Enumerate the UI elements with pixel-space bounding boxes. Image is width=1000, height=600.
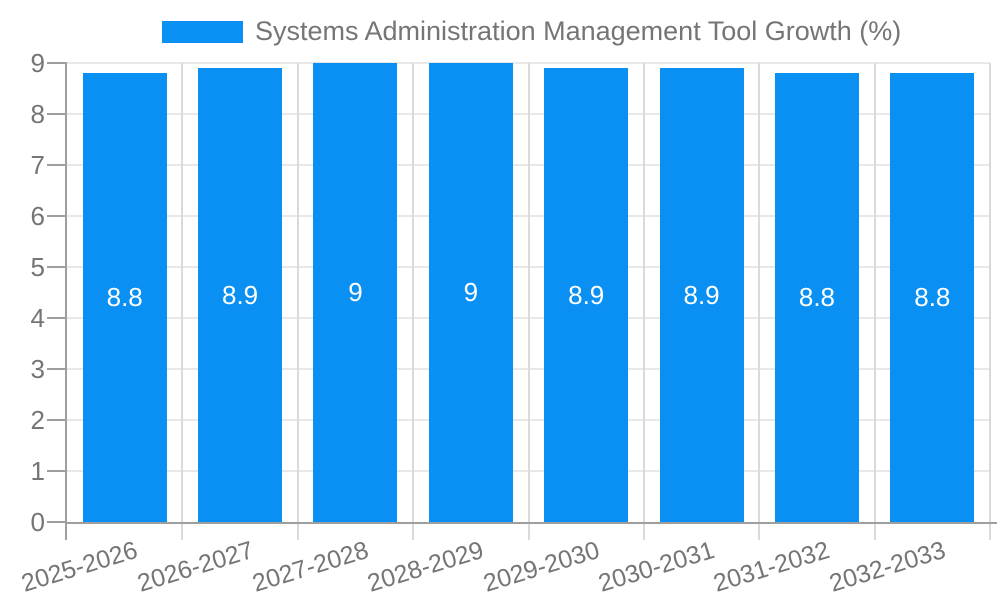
bar-value-label: 8.8 <box>106 282 143 313</box>
x-axis-tick-label: 2025-2026 <box>18 536 141 598</box>
bar: 8.8 <box>774 73 859 522</box>
y-axis-tick <box>47 368 67 370</box>
legend-color-swatch <box>162 20 243 43</box>
v-gridline <box>873 63 876 522</box>
v-gridline <box>412 63 415 522</box>
x-axis-tick-label: 2028-2029 <box>364 536 487 598</box>
bar-value-label: 9 <box>348 277 363 307</box>
bar-value-label: 8.9 <box>568 279 605 310</box>
x-axis-tick <box>758 524 761 540</box>
plot-area: 8.8 8.9 9 9 8.9 8.9 8.8 8.8 <box>67 62 991 522</box>
y-axis-tick <box>47 470 67 472</box>
y-axis-tick <box>47 62 67 64</box>
y-axis-tick-label: 5 <box>30 252 45 282</box>
y-axis-line <box>65 63 67 540</box>
bar-value-label: 9 <box>463 277 479 307</box>
bar: 8.9 <box>198 68 283 522</box>
x-axis-tick <box>873 524 876 540</box>
bar-value-label: 8.9 <box>221 279 259 310</box>
bar: 9 <box>428 63 513 522</box>
y-axis-tick-label: 4 <box>30 303 45 333</box>
y-axis-tick-label: 9 <box>30 48 45 78</box>
bar-value-label: 8.9 <box>683 279 720 310</box>
v-gridline <box>989 63 991 522</box>
v-gridline <box>527 63 530 522</box>
x-axis-tick <box>412 524 415 540</box>
x-axis-tick-label: 2026-2027 <box>133 536 257 598</box>
y-axis-tick <box>47 266 67 268</box>
x-axis-tick-label: 2032-2033 <box>825 536 949 598</box>
y-axis-tick <box>47 317 67 319</box>
x-axis-tick <box>642 524 645 540</box>
chart-legend: Systems Administration Management Tool G… <box>162 16 901 47</box>
v-gridline <box>758 63 761 522</box>
y-axis-tick <box>47 419 67 421</box>
bar: 9 <box>313 63 398 522</box>
bar: 8.8 <box>890 73 975 522</box>
y-axis-tick-label: 6 <box>30 201 45 231</box>
bar: 8.9 <box>544 68 629 522</box>
y-axis-tick <box>47 215 67 217</box>
v-gridline <box>181 63 184 522</box>
x-axis-tick-label: 2029-2030 <box>479 536 603 598</box>
x-axis-tick <box>181 524 184 540</box>
y-axis-tick-label: 8 <box>30 99 45 129</box>
bar: 8.9 <box>659 68 744 522</box>
x-axis-tick <box>527 524 530 540</box>
v-gridline <box>642 63 645 522</box>
y-axis-tick-label: 3 <box>30 354 45 384</box>
y-axis-tick <box>47 113 67 115</box>
legend-series-label: Systems Administration Management Tool G… <box>255 16 902 46</box>
bar-value-label: 8.8 <box>798 282 836 313</box>
y-axis-tick <box>47 164 67 166</box>
x-axis-tick-label: 2027-2028 <box>249 536 372 598</box>
x-axis-tick-label: 2031-2032 <box>710 536 834 598</box>
y-axis-tick-label: 2 <box>30 405 45 435</box>
y-axis-tick-label: 1 <box>30 456 45 486</box>
v-gridline <box>296 63 299 522</box>
x-axis-line <box>65 522 997 524</box>
x-axis-tick-label: 2030-2031 <box>595 536 718 598</box>
bar: 8.8 <box>82 73 167 522</box>
bar-value-label: 8.8 <box>914 282 951 313</box>
x-axis-tick <box>296 524 299 540</box>
x-axis-tick <box>989 524 991 540</box>
y-axis-tick-label: 0 <box>30 507 45 537</box>
y-axis-tick <box>47 521 67 523</box>
y-axis-tick-label: 7 <box>30 150 45 180</box>
